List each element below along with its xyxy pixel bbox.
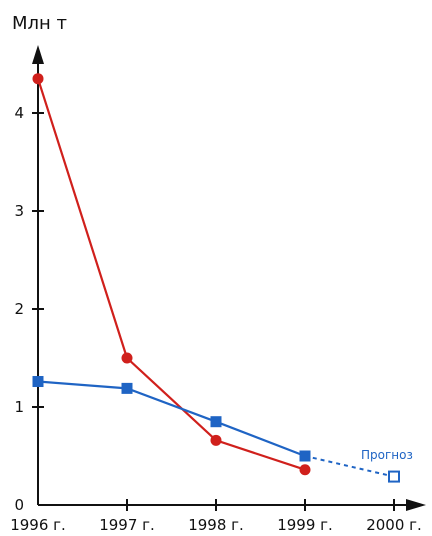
series-1 (32, 376, 400, 483)
x-tick-label: 2000 г. (366, 516, 422, 534)
series-line (36, 78, 306, 471)
x-tick-label: 1999 г. (277, 516, 333, 534)
x-ticks: 1996 г. 1997 г. 1998 г. 1999 г. 2000 г. (10, 499, 422, 534)
x-tick-label: 1998 г. (188, 516, 244, 534)
y-axis-arrow-icon (32, 45, 44, 64)
x-tick-label: 1996 г. (10, 516, 66, 534)
series-layer (32, 73, 400, 483)
x-axis-arrow-icon (406, 499, 426, 511)
data-point (210, 416, 222, 428)
series-0 (32, 73, 311, 476)
y-tick-label: 3 (14, 202, 24, 220)
forecast-annotation: Прогноз (361, 448, 413, 462)
x-tick-label: 1997 г. (99, 516, 155, 534)
series-line (37, 380, 306, 458)
data-point (299, 464, 311, 476)
data-point (32, 73, 44, 85)
y-axis-label: Млн т (12, 13, 67, 34)
y-tick-label: 2 (14, 300, 24, 318)
data-point (121, 382, 133, 394)
data-point (32, 376, 44, 388)
data-point (299, 450, 311, 462)
data-point (210, 434, 222, 446)
y-ticks: 0 1 2 3 4 (14, 104, 44, 514)
y-tick-label: 4 (14, 104, 24, 122)
data-point (121, 352, 133, 364)
y-tick-label: 1 (14, 398, 24, 416)
y-tick-label: 0 (14, 496, 24, 514)
forecast-point (388, 470, 400, 483)
